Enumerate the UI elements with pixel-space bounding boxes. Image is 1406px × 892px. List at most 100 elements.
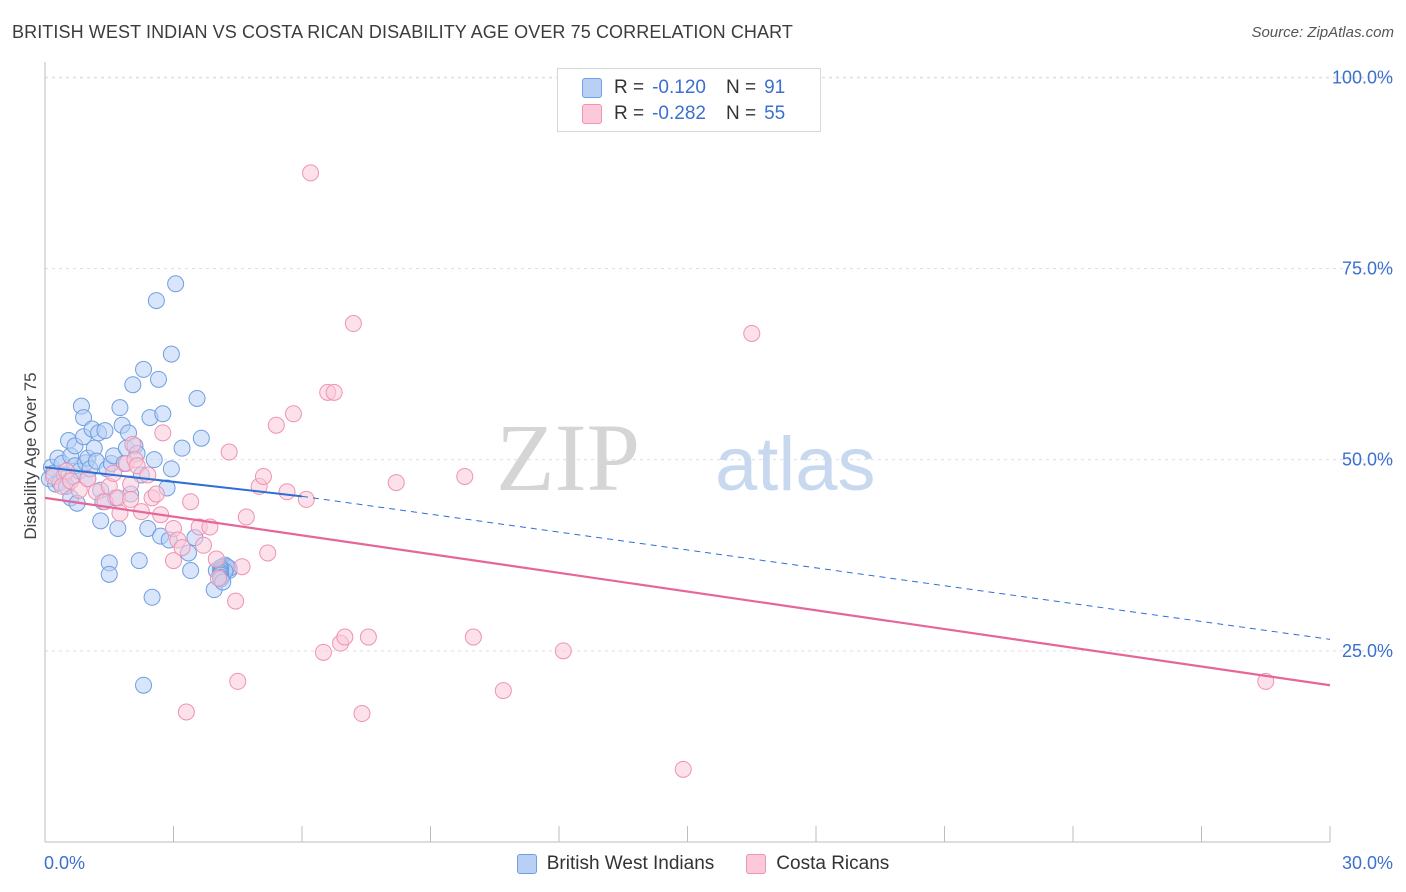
costa-rican-point xyxy=(267,416,285,434)
british-west-indian-point xyxy=(143,588,161,606)
r-value: -0.120 xyxy=(652,77,706,98)
n-value: 55 xyxy=(764,103,786,124)
british-west-indian-point xyxy=(100,565,118,583)
r-value: -0.282 xyxy=(652,103,706,124)
british-west-indian-point xyxy=(124,376,142,394)
costa-rican-point xyxy=(173,539,191,557)
british-west-indian-point xyxy=(173,439,191,457)
legend-label: Costa Ricans xyxy=(776,853,890,874)
legend-item-costa-ricans: Costa Ricans xyxy=(746,853,889,875)
costa-rican-point xyxy=(284,405,302,423)
costa-rican-point xyxy=(554,642,572,660)
legend-item-british-west-indians: British West Indians xyxy=(516,853,715,875)
axes xyxy=(44,62,1331,843)
british-west-indian-point xyxy=(109,519,127,537)
costa-rican-point xyxy=(254,467,272,485)
costa-rican-point xyxy=(259,544,277,562)
british-west-indian-point xyxy=(162,460,180,478)
watermark-atlas: atlas xyxy=(715,422,876,507)
costa-rican-point xyxy=(194,536,212,554)
british-west-indian-point xyxy=(167,275,185,293)
costa-rican-point xyxy=(344,315,362,333)
costa-rican-point xyxy=(165,552,182,570)
costa-rican-point xyxy=(387,474,405,492)
n-label: N = xyxy=(725,77,757,98)
n-label: N = xyxy=(725,103,757,124)
correlation-legend: R = -0.120 N = 91 R = -0.282 N = 55 xyxy=(557,68,821,132)
costa-rican-point xyxy=(209,569,227,587)
legend-label: British West Indians xyxy=(546,853,715,874)
british-west-indian-point xyxy=(135,676,153,694)
costa-rican-point xyxy=(237,508,255,526)
costa-rican-point xyxy=(147,485,165,503)
costa-rican-point xyxy=(494,682,512,700)
british-west-indian-point xyxy=(192,429,210,447)
costa-rican-point xyxy=(177,703,195,721)
chart-title: BRITISH WEST INDIAN VS COSTA RICAN DISAB… xyxy=(12,22,793,42)
watermark-zip: ZIP xyxy=(496,404,640,511)
y-tick-label: 100.0% xyxy=(1332,67,1393,87)
costa-rican-point xyxy=(207,550,225,568)
y-tick-label: 25.0% xyxy=(1342,641,1393,661)
source-label: Source: ZipAtlas.com xyxy=(1251,24,1394,41)
legend-row-blue: R = -0.120 N = 91 xyxy=(582,75,785,101)
british-west-indian-point xyxy=(139,519,157,537)
british-west-indian-point xyxy=(145,451,163,469)
british-west-indian-point xyxy=(147,292,165,310)
costa-rican-point xyxy=(79,470,97,488)
costa-rican-point xyxy=(233,558,251,576)
costa-rican-point xyxy=(278,483,296,501)
british-west-indian-point xyxy=(130,552,148,570)
british-west-indian-point xyxy=(182,562,200,580)
british-west-indian-point xyxy=(135,360,153,378)
costa-rican-point xyxy=(297,490,315,508)
y-tick-label: 75.0% xyxy=(1342,258,1393,278)
british-west-indian-point xyxy=(111,399,129,417)
costa-rican-point xyxy=(229,672,247,690)
british-west-indian-point xyxy=(75,409,93,427)
british-west-indian-point xyxy=(150,370,168,388)
costa-rican-point xyxy=(227,592,245,610)
costa-rican-point xyxy=(122,490,140,508)
costa-rican-point xyxy=(124,435,142,453)
costa-rican-point xyxy=(456,467,474,485)
costa-rican-point xyxy=(353,705,371,723)
y-axis-label: Disability Age Over 75 xyxy=(21,372,40,539)
costa-rican-point xyxy=(302,164,320,182)
trend-lines xyxy=(44,466,1331,687)
n-value: 91 xyxy=(764,77,786,98)
r-label: R = xyxy=(614,77,645,98)
british-west-indian-trend-solid xyxy=(44,466,303,498)
series-legend: British West Indians Costa Ricans xyxy=(0,852,1406,876)
r-label: R = xyxy=(614,103,645,124)
blue-swatch-icon xyxy=(582,78,602,98)
costa-rican-point xyxy=(359,628,377,646)
costa-rican-point xyxy=(154,424,172,442)
costa-rican-point xyxy=(70,481,88,499)
costa-rican-point xyxy=(220,443,238,461)
british-west-indian-trend-dashed xyxy=(301,495,1331,640)
british-west-indian-point xyxy=(162,345,180,363)
costa-rican-point xyxy=(336,628,354,646)
tick-labels: 25.0% 50.0% 75.0% 100.0% 0.0% 30.0% xyxy=(44,67,1393,873)
british-west-indian-point xyxy=(96,422,114,440)
legend-row-pink: R = -0.282 N = 55 xyxy=(582,101,785,127)
costa-rican-point xyxy=(314,643,332,661)
y-tick-label: 50.0% xyxy=(1342,450,1393,470)
costa-rican-point xyxy=(325,383,343,401)
costa-rican-point xyxy=(182,493,200,511)
pink-swatch-icon xyxy=(582,104,602,124)
british-west-indian-point xyxy=(188,389,206,407)
data-points xyxy=(40,164,1275,778)
british-west-indian-point xyxy=(92,512,110,530)
costa-rican-trend xyxy=(44,496,1331,687)
x-tick-label: 0.0% xyxy=(44,853,85,873)
british-west-indian-point xyxy=(154,405,172,423)
costa-rican-point xyxy=(743,324,761,342)
x-tick-label: 30.0% xyxy=(1342,853,1393,873)
watermark: ZIP atlas xyxy=(496,404,876,511)
blue-swatch-icon xyxy=(516,854,537,874)
costa-rican-point xyxy=(464,628,482,646)
costa-rican-point xyxy=(674,760,692,778)
